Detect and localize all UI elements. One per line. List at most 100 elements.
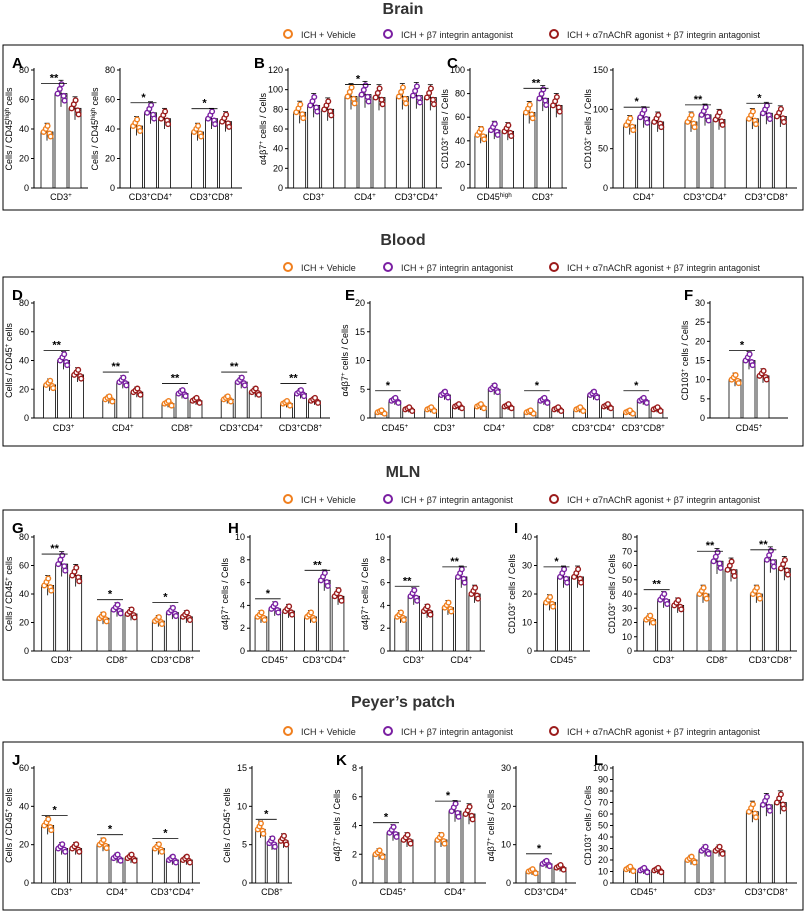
sig-label: * [266, 588, 271, 600]
data-point [452, 800, 459, 807]
x-tick-label: CD3+CD4+ [524, 887, 568, 898]
data-point [594, 394, 601, 401]
data-point [376, 85, 383, 92]
y-tick-label: 120 [268, 65, 283, 75]
y-tick-label: 8 [380, 555, 385, 565]
y-tick-label: 8 [352, 763, 357, 773]
data-point [257, 820, 264, 827]
x-tick-label: CD3+ [50, 192, 72, 203]
data-point [416, 99, 423, 106]
data-point [716, 109, 723, 116]
y-tick-label: 20 [522, 589, 532, 599]
x-tick-label: CD8+ [106, 655, 128, 666]
y-tick-label: 40 [522, 532, 532, 542]
y-tick-label: 70 [622, 546, 632, 556]
y-tick-label: 10 [355, 356, 365, 366]
section-0: Brain ICH + Vehicle ICH + β7 integrin anta… [2, 1, 804, 211]
data-point [749, 362, 756, 369]
x-tick-label: CD3+CD4+ [129, 192, 173, 203]
data-point [183, 609, 190, 616]
data-point [325, 98, 332, 105]
data-point [591, 388, 598, 395]
section-1: Blood ICH + Vehicle ICH + β7 integrin anta… [2, 232, 804, 447]
y-tick-label: 2 [240, 623, 245, 633]
y-tick-label: 10 [622, 632, 632, 642]
y-tick-label: 20 [105, 154, 115, 164]
y-tick-label: 40 [19, 124, 29, 134]
data-point [675, 597, 682, 604]
data-point [607, 405, 614, 412]
panel-letter: F [684, 287, 693, 304]
data-point [763, 376, 770, 383]
y-tick-label: 10 [598, 867, 608, 877]
y-tick-label: 40 [19, 801, 29, 811]
data-point [756, 595, 763, 602]
data-point [338, 597, 345, 604]
data-point [131, 857, 138, 864]
x-tick-label: CD3+CD8+ [151, 655, 195, 666]
group-1: CD3+ [424, 388, 465, 433]
data-point [158, 621, 165, 628]
data-point [59, 841, 66, 848]
x-tick-label: CD45+ [736, 423, 763, 434]
bar-combo [68, 107, 82, 189]
data-point [379, 101, 386, 108]
y-tick-label: 10 [695, 375, 705, 385]
group-1: * CD4+ [344, 74, 386, 202]
y-tick-label: 20 [455, 159, 465, 169]
data-point [76, 578, 83, 585]
x-tick-label: CD3+ [53, 423, 75, 434]
data-point [148, 102, 155, 109]
section-title: Peyer’s patch [351, 694, 455, 711]
y-tick-label: 60 [19, 763, 29, 773]
data-point [400, 617, 407, 624]
data-point [448, 608, 455, 615]
data-point [630, 868, 637, 875]
data-point [561, 566, 568, 573]
y-tick-label: 0 [24, 183, 29, 193]
y-tick-label: 10 [522, 618, 532, 628]
data-point [238, 374, 245, 381]
y-tick-label: 2 [352, 849, 357, 859]
bar-antagonist [54, 93, 68, 189]
data-point [100, 611, 107, 618]
group-0: * CD45+ [543, 556, 585, 665]
y-tick-label: 100 [593, 763, 608, 773]
data-point [481, 136, 488, 143]
y-axis-label: CD103+ cells / Cells [583, 89, 594, 169]
x-tick-label: CD8+ [171, 423, 193, 434]
bar-combo [372, 97, 386, 189]
data-point [134, 385, 141, 392]
sig-label: * [740, 340, 745, 352]
data-point [271, 843, 278, 850]
y-tick-label: 0 [603, 878, 608, 888]
bar-combo [69, 575, 83, 652]
y-axis-label: α4β7+ cells / Cells [332, 789, 343, 862]
data-point [56, 85, 63, 92]
y-tick-label: 50 [598, 821, 608, 831]
data-point [705, 117, 712, 124]
section-3: Peyer’s patch ICH + Vehicle ICH + β7 integ… [2, 694, 804, 911]
data-point [344, 93, 351, 100]
y-tick-label: 0 [242, 878, 247, 888]
y-tick-label: 60 [19, 327, 29, 337]
data-point [103, 845, 110, 852]
y-axis-label: Cells / CD45high cells [90, 87, 101, 170]
sig-label: ** [706, 540, 715, 552]
bar-vehicle [745, 811, 759, 884]
y-tick-label: 4 [240, 600, 245, 610]
data-point [198, 133, 205, 140]
data-point [414, 597, 421, 604]
data-point [272, 600, 279, 607]
sig-label: ** [50, 543, 59, 555]
y-axis-label: α4β7+ cells / Cells [360, 557, 371, 630]
group-0: ** CD3+ [43, 340, 85, 434]
data-point [286, 603, 293, 610]
data-point [109, 398, 116, 405]
data-point [494, 131, 501, 138]
sig-label: * [757, 92, 762, 104]
data-point [269, 835, 276, 842]
y-tick-label: 60 [105, 95, 115, 105]
section-frame [2, 741, 804, 911]
x-tick-label: CD3+CD4+ [151, 887, 195, 898]
